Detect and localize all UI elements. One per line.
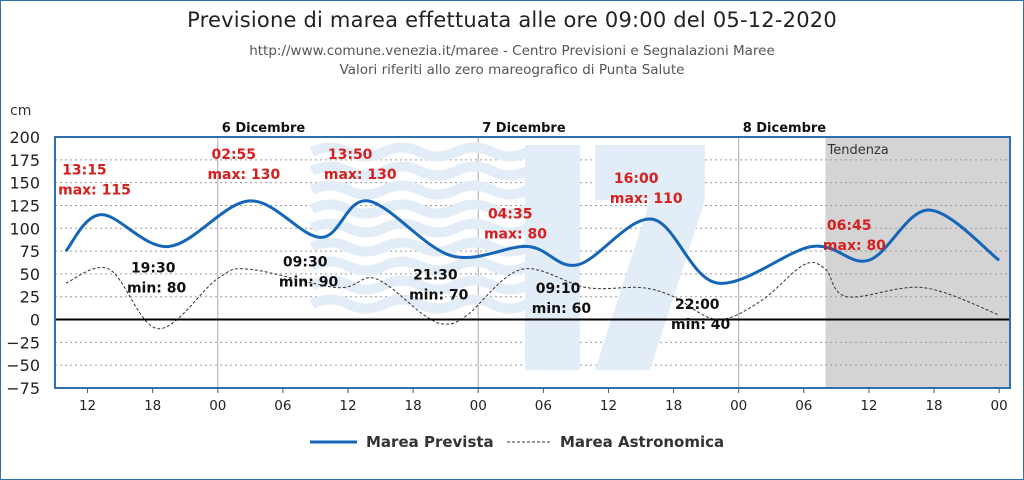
y-tick-label: −75: [6, 379, 40, 398]
chart-subtitle-reference: Valori riferiti allo zero mareografico d…: [339, 62, 685, 78]
plot-border: [54, 136, 1011, 389]
day-label: 8 Dicembre: [743, 121, 827, 136]
annotation-time: 09:30: [283, 254, 328, 270]
x-tick-label: 00: [209, 398, 226, 414]
watermark-wave: [309, 294, 531, 314]
annotation-time: 02:55: [211, 147, 256, 163]
y-tick-label: 50: [20, 265, 40, 284]
y-tick-label: 125: [9, 196, 40, 215]
annotation-value: min: 40: [671, 317, 731, 333]
annotation-time: 21:30: [413, 268, 458, 284]
watermark-wave: [309, 218, 531, 238]
annotation-value: max: 115: [58, 183, 131, 199]
annotation-value: min: 80: [127, 281, 187, 297]
annotation-time: 19:30: [131, 261, 176, 277]
y-tick-label: 0: [30, 311, 40, 330]
x-tick-label: 06: [795, 398, 812, 414]
x-tick-label: 12: [339, 398, 356, 414]
day-label: 6 Dicembre: [222, 121, 306, 136]
chart-title: Previsione di marea effettuata alle ore …: [187, 8, 837, 32]
tendency-area: [825, 137, 1010, 388]
annotation-time: 04:35: [488, 207, 533, 223]
watermark-wave: [309, 275, 531, 295]
x-tick-label: 18: [925, 398, 942, 414]
annotation-time: 13:15: [62, 163, 107, 179]
annotation-time: 06:45: [827, 218, 872, 234]
watermark-wave: [309, 180, 531, 200]
y-tick-label: −25: [6, 333, 40, 352]
annotation-value: max: 130: [207, 167, 280, 183]
day-label: 7 Dicembre: [482, 121, 566, 136]
annotation-value: max: 130: [324, 167, 397, 183]
annotation-time: 09:10: [536, 281, 581, 297]
annotation-time: 22:00: [675, 297, 720, 313]
y-unit-label: cm: [10, 103, 31, 119]
x-tick-label: 06: [274, 398, 291, 414]
legend-label-marea-astronomica: Marea Astronomica: [560, 433, 724, 451]
watermark-wave: [309, 161, 531, 181]
x-tick-label: 06: [535, 398, 552, 414]
legend-label-marea-prevista: Marea Prevista: [366, 433, 494, 451]
x-tick-label: 12: [600, 398, 617, 414]
watermark-wave: [309, 256, 531, 276]
series-line-marea-astronomica: [65, 261, 1000, 330]
y-tick-label: 200: [9, 128, 40, 147]
watermark-wave: [309, 142, 531, 162]
y-tick-label: 25: [20, 288, 40, 307]
watermark-z: [595, 145, 705, 370]
x-tick-label: 18: [405, 398, 422, 414]
annotation-value: max: 80: [484, 227, 547, 243]
annotation-value: min: 70: [409, 288, 469, 304]
chart-subtitle-source: http://www.comune.venezia.it/maree - Cen…: [249, 43, 775, 59]
tendency-label: Tendenza: [827, 143, 889, 158]
x-tick-label: 12: [860, 398, 877, 414]
annotation-value: max: 80: [823, 238, 886, 254]
y-tick-label: 100: [9, 219, 40, 238]
y-tick-label: 150: [9, 174, 40, 193]
x-tick-label: 18: [665, 398, 682, 414]
x-tick-label: 00: [730, 398, 747, 414]
annotation-value: max: 110: [610, 191, 683, 207]
y-tick-label: 175: [9, 151, 40, 170]
y-tick-label: −50: [6, 356, 40, 375]
x-tick-label: 18: [144, 398, 161, 414]
watermark-wave: [309, 237, 531, 257]
annotation-value: min: 90: [279, 274, 339, 290]
watermark-wave: [309, 199, 531, 219]
x-tick-label: 00: [991, 398, 1008, 414]
x-tick-label: 12: [79, 398, 96, 414]
series-line-marea-prevista: [64, 199, 1001, 285]
annotation-value: min: 60: [532, 301, 592, 317]
annotation-time: 13:50: [328, 147, 373, 163]
annotation-time: 16:00: [614, 171, 659, 187]
x-tick-label: 00: [470, 398, 487, 414]
y-tick-label: 75: [20, 242, 40, 261]
